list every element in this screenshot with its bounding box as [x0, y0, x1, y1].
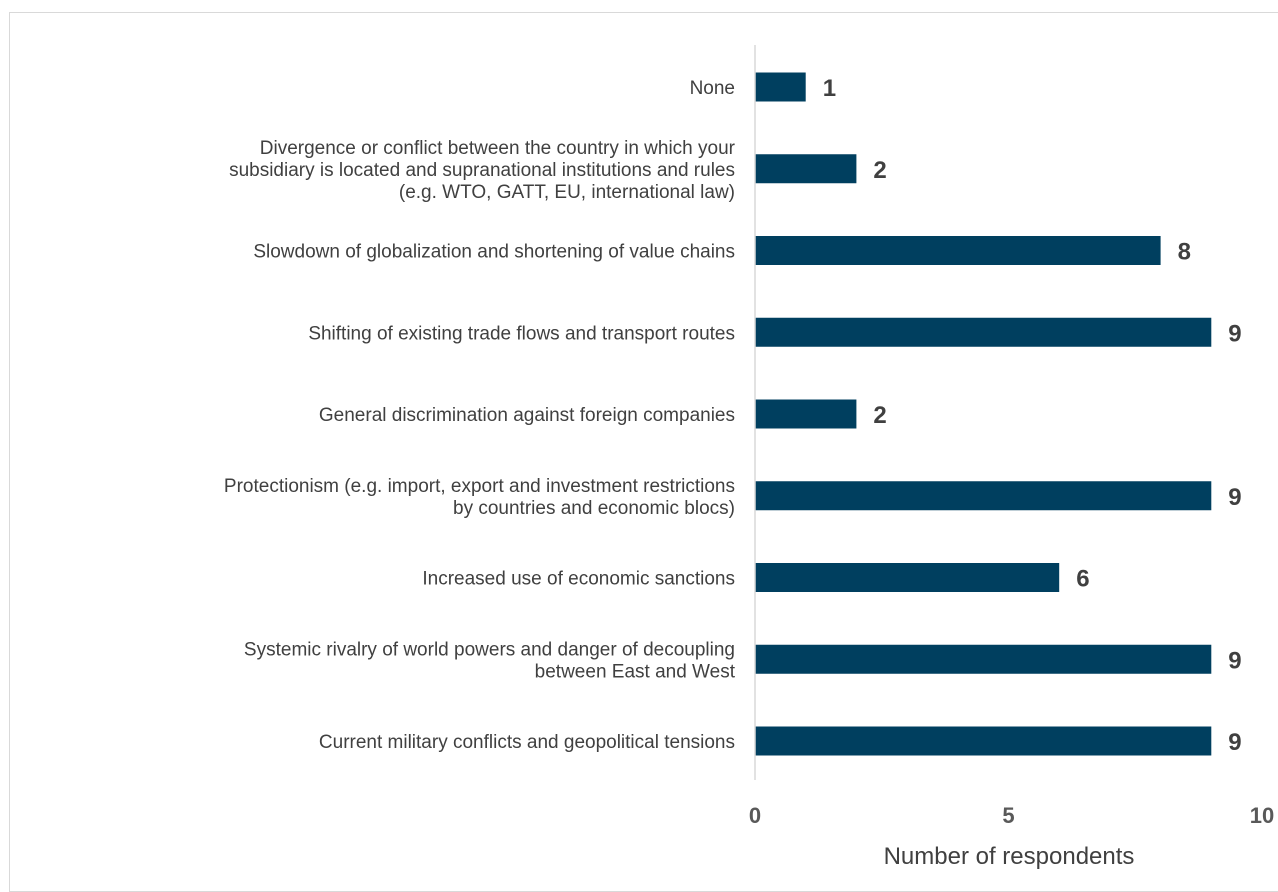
- category-label-line: subsidiary is located and supranational …: [229, 160, 735, 181]
- bar: [755, 317, 1212, 347]
- category-label-line: Divergence or conflict between the count…: [260, 138, 736, 159]
- category-label-line: Increased use of economic sanctions: [422, 569, 735, 590]
- bar: [755, 236, 1161, 265]
- x-axis-title: Number of respondents: [884, 843, 1135, 870]
- data-label: 9: [1228, 484, 1241, 511]
- category-label-line: Protectionism (e.g. import, export and i…: [224, 476, 735, 497]
- data-label: 2: [873, 157, 886, 184]
- x-tick-label: 10: [1250, 803, 1274, 828]
- data-label: 2: [873, 402, 886, 429]
- category-label-line: None: [690, 78, 735, 99]
- x-tick-label: 0: [749, 803, 761, 828]
- category-label-line: Systemic rivalry of world powers and dan…: [244, 639, 735, 660]
- category-labels: None Divergence or conflict between the c…: [224, 78, 736, 753]
- category-label: None: [690, 78, 735, 99]
- category-label-line: by countries and economic blocs): [453, 498, 735, 519]
- bar: [755, 399, 857, 429]
- data-label: 8: [1178, 239, 1191, 266]
- category-label-line: Current military conflicts and geopoliti…: [319, 732, 735, 753]
- bar: [755, 644, 1212, 674]
- bar: [755, 726, 1212, 756]
- category-label: Shifting of existing trade flows and tra…: [308, 323, 735, 344]
- x-axis-ticks: 0 5 10: [749, 803, 1274, 828]
- category-label-line: Shifting of existing trade flows and tra…: [308, 323, 735, 344]
- data-label: 1: [823, 75, 836, 102]
- data-label: 6: [1076, 566, 1089, 593]
- category-label: Systemic rivalry of world powers and dan…: [244, 639, 736, 682]
- bar: [755, 563, 1060, 592]
- category-label-line: between East and West: [535, 661, 736, 682]
- data-label: 9: [1228, 320, 1241, 347]
- category-label: Divergence or conflict between the count…: [229, 138, 736, 203]
- bar: [755, 154, 857, 184]
- bar: [755, 72, 806, 102]
- bar: [755, 481, 1212, 511]
- category-label-line: General discrimination against foreign c…: [319, 405, 735, 426]
- x-tick-label: 5: [1002, 803, 1014, 828]
- category-label: Protectionism (e.g. import, export and i…: [224, 476, 735, 519]
- data-labels: 1 2 8 9 2 9 6 9 9: [823, 75, 1242, 756]
- bars-layer: [755, 72, 1212, 756]
- data-label: 9: [1228, 729, 1241, 756]
- category-label: Increased use of economic sanctions: [422, 569, 735, 590]
- category-label: Slowdown of globalization and shortening…: [253, 242, 735, 263]
- category-label-line: (e.g. WTO, GATT, EU, international law): [399, 182, 735, 203]
- category-label: General discrimination against foreign c…: [319, 405, 735, 426]
- category-label-line: Slowdown of globalization and shortening…: [253, 242, 735, 263]
- data-label: 9: [1228, 647, 1241, 674]
- category-label: Current military conflicts and geopoliti…: [319, 732, 735, 753]
